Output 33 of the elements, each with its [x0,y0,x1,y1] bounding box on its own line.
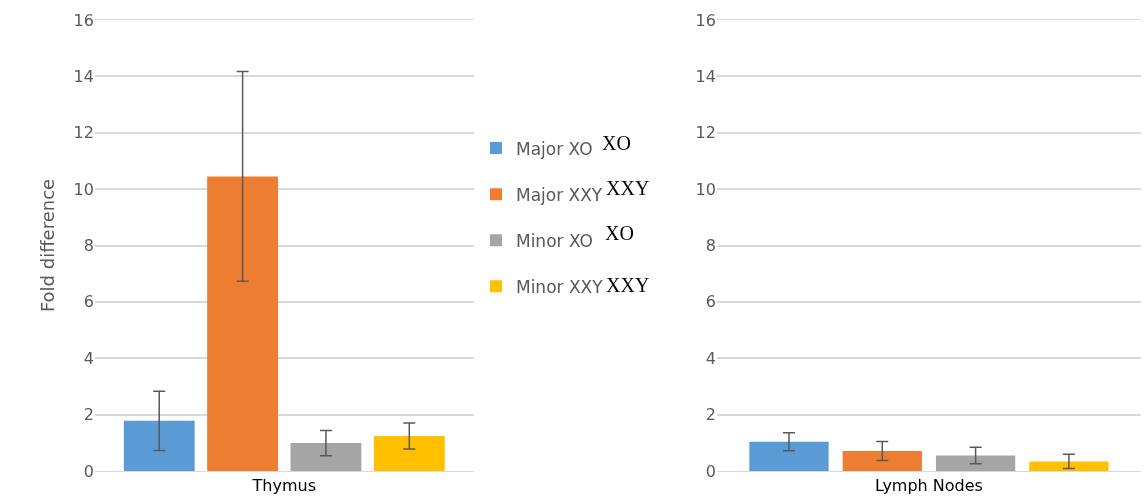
bar [373,436,445,471]
legend-label: Major XO [515,138,593,159]
x-tick-label: Thymus [251,476,316,496]
y-tick-label: 6 [83,292,94,312]
y-tick-label: 2 [705,405,716,425]
x-tick-label: Lymph Nodes [874,476,983,496]
y-tick-label: 0 [83,461,94,481]
legend-label: Minor XXY [515,276,604,297]
y-tick-label: 10 [73,179,94,199]
legend-label: Major XXY [515,184,603,205]
text: XXY [606,274,650,296]
y-tick-label: 14 [73,66,94,86]
y-tick-label: 14 [695,66,716,86]
text: XXY [606,177,650,199]
y-axis-title: Fold difference [36,178,58,313]
y-tick-label: 2 [83,405,94,425]
y-tick-label: 6 [705,292,716,312]
y-tick-label: 8 [705,236,716,256]
y-tick-label: 12 [695,123,716,143]
legend-label: Minor XO [515,230,593,251]
y-tick-label: 4 [83,348,94,368]
y-tick-label: 8 [83,236,94,256]
bar [290,443,362,471]
y-tick-label: 16 [695,10,716,30]
bar [207,176,279,471]
y-tick-label: 12 [73,123,94,143]
text: XO [602,132,631,154]
y-tick-label: 16 [73,10,94,30]
y-tick-label: 0 [705,461,716,481]
y-tick-label: 4 [705,348,716,368]
text: XO [605,222,634,244]
y-tick-label: 10 [695,179,716,199]
bar [123,420,195,471]
